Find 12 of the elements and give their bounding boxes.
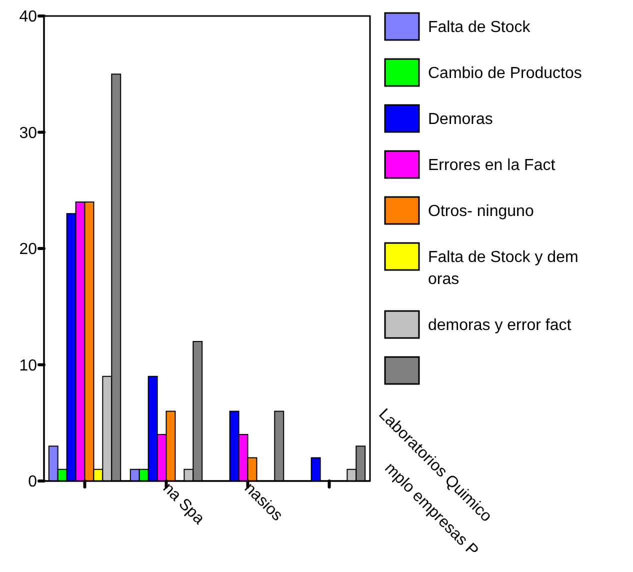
legend-label: Falta de Stock y demoras: [428, 249, 578, 288]
y-tick-label: 30: [19, 124, 38, 142]
legend-label: Errores en la Fact: [428, 157, 556, 174]
y-tick-label: 10: [19, 357, 38, 374]
y-tick-label: 20: [19, 241, 38, 258]
legend-label: Demoras: [428, 111, 493, 128]
y-tick-label: 40: [19, 8, 38, 26]
legend-label: Cambio de Productos: [428, 65, 582, 82]
y-tick-label: 0: [28, 474, 38, 491]
legend-label: demoras y error fact: [428, 317, 572, 334]
legend-label: Otros- ninguno: [428, 203, 534, 220]
legend-label: Falta de Stock: [428, 19, 532, 36]
